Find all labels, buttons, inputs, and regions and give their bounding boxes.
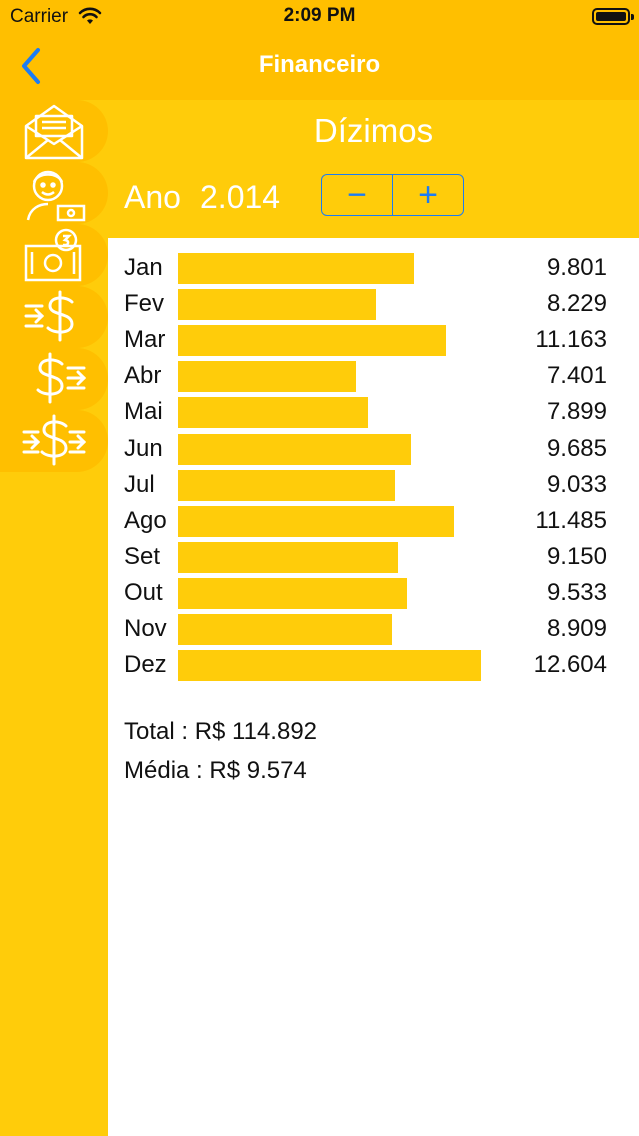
chart-row: Mar 11.163 — [124, 324, 614, 360]
bar-ago — [178, 505, 454, 537]
month-label: Abr — [124, 362, 162, 390]
sidebar-item-envelope[interactable] — [0, 100, 108, 162]
month-label: Set — [124, 542, 161, 570]
chart-row: Mai 7.899 — [124, 396, 614, 432]
month-label: Mar — [124, 326, 166, 354]
year-label: Ano — [124, 179, 181, 215]
chart-row: Out 9.533 — [124, 577, 614, 613]
bar-fev — [178, 289, 376, 321]
value-label: 7.401 — [546, 362, 607, 390]
chart-row: Fev 8.229 — [124, 288, 614, 324]
bar-set — [178, 541, 398, 573]
bar-jun — [178, 433, 411, 465]
cash-coin-icon — [24, 228, 82, 282]
month-label: Jul — [124, 470, 155, 498]
year-increment-button[interactable]: + — [418, 176, 438, 214]
chevron-left-icon[interactable] — [16, 46, 48, 86]
year-panel: Dízimos Ano 2.014 − + — [108, 100, 639, 238]
value-label: 12.604 — [533, 651, 607, 679]
value-label: 9.150 — [546, 542, 607, 570]
envelope-icon — [24, 104, 84, 160]
sidebar — [0, 100, 108, 1136]
month-label: Dez — [124, 651, 167, 679]
bar-jul — [178, 469, 395, 501]
total-label: Total : R$ 114.892 — [124, 718, 318, 745]
bar-abr — [178, 361, 356, 393]
sidebar-item-cash[interactable] — [0, 224, 108, 286]
value-label: 8.229 — [546, 290, 607, 318]
month-label: Ago — [124, 506, 167, 534]
month-label: Jan — [124, 254, 163, 281]
year-stepper[interactable]: − + — [321, 174, 464, 216]
chart-row: Ago 11.485 — [124, 505, 614, 541]
bar-nov — [178, 614, 392, 645]
sidebar-item-dollar-in[interactable] — [0, 286, 108, 348]
value-label: 9.533 — [546, 578, 607, 606]
month-label: Jun — [124, 434, 163, 462]
chart-row: Jul 9.033 — [124, 469, 614, 505]
dollar-in-icon — [24, 290, 74, 342]
chart-row: Nov 8.909 — [124, 613, 614, 649]
chart-row: Jan 9.801 — [124, 252, 614, 288]
value-label: 9.685 — [546, 434, 607, 462]
value-label: 7.899 — [546, 398, 607, 426]
value-label: 11.485 — [535, 506, 607, 534]
year-value: 2.014 — [200, 179, 281, 215]
value-label: 9.801 — [546, 254, 607, 281]
chart-row: Abr 7.401 — [124, 360, 614, 396]
chart-row: Dez 12.604 — [124, 649, 614, 685]
page-title: Financeiro — [258, 51, 381, 78]
sidebar-item-dollar-out[interactable] — [0, 348, 108, 410]
year-decrement-button[interactable]: − — [322, 175, 393, 215]
sidebar-item-person-money[interactable] — [0, 162, 108, 224]
bar-jan — [178, 253, 414, 284]
status-bar: Carrier 2:09 PM — [0, 0, 639, 34]
bar-mar — [178, 325, 446, 357]
navigation-bar: Carrier 2:09 PM Financeiro — [0, 0, 639, 100]
chart-row: Jun 9.685 — [124, 433, 614, 469]
carrier-label: Carrier — [10, 6, 69, 27]
battery-icon — [592, 8, 634, 25]
bar-out — [178, 577, 407, 609]
month-label: Fev — [124, 290, 165, 318]
dollar-out-icon — [36, 352, 86, 404]
chart-row: Set 9.150 — [124, 541, 614, 577]
month-label: Mai — [124, 398, 163, 426]
month-label: Nov — [124, 615, 167, 642]
status-time: 2:09 PM — [283, 5, 356, 26]
value-label: 8.909 — [546, 615, 607, 642]
media-label: Média : R$ 9.574 — [124, 757, 307, 784]
section-title: Dízimos — [313, 112, 434, 149]
value-label: 11.163 — [535, 326, 607, 354]
person-money-icon — [26, 170, 86, 222]
sidebar-item-dollar-transfer[interactable] — [0, 410, 108, 472]
dollar-transfer-icon — [22, 414, 86, 466]
bar-dez — [178, 650, 481, 682]
month-label: Out — [124, 578, 163, 606]
wifi-icon — [78, 7, 102, 24]
bar-mai — [178, 397, 368, 429]
value-label: 9.033 — [546, 470, 607, 498]
